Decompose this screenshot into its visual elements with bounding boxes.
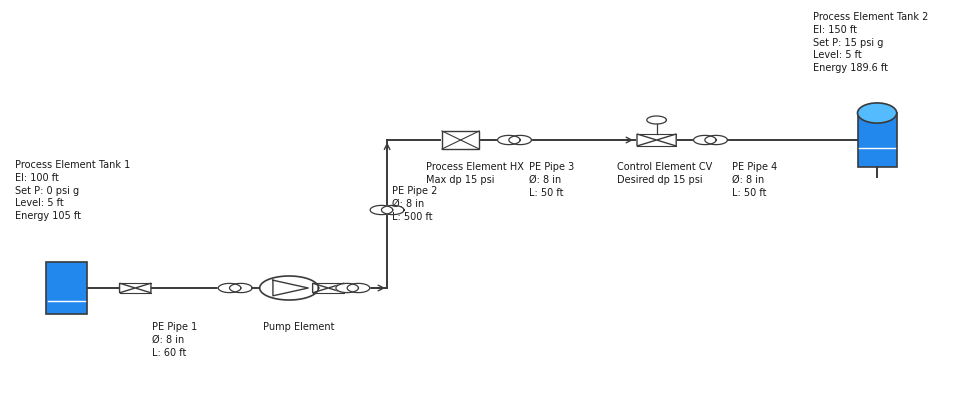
Bar <box>442 131 479 149</box>
Text: Process Element Tank 1
El: 100 ft
Set P: 0 psi g
Level: 5 ft
Energy 105 ft: Process Element Tank 1 El: 100 ft Set P:… <box>15 160 130 221</box>
Text: PE Pipe 4
Ø: 8 in
L: 50 ft: PE Pipe 4 Ø: 8 in L: 50 ft <box>732 162 777 198</box>
Text: Process Element Tank 2
El: 150 ft
Set P: 15 psi g
Level: 5 ft
Energy 189.6 ft: Process Element Tank 2 El: 150 ft Set P:… <box>813 12 929 73</box>
Polygon shape <box>229 283 252 293</box>
Polygon shape <box>135 283 151 293</box>
Polygon shape <box>328 283 344 293</box>
Text: PE Pipe 2
Ø: 8 in
L: 500 ft: PE Pipe 2 Ø: 8 in L: 500 ft <box>392 186 437 222</box>
Text: Control Element CV
Desired dp 15 psi: Control Element CV Desired dp 15 psi <box>617 162 712 185</box>
Polygon shape <box>705 135 727 145</box>
Polygon shape <box>647 116 666 124</box>
Bar <box>858 113 897 167</box>
Polygon shape <box>657 134 676 146</box>
Polygon shape <box>637 134 657 146</box>
Text: PE Pipe 1
Ø: 8 in
L: 60 ft: PE Pipe 1 Ø: 8 in L: 60 ft <box>152 322 197 358</box>
Polygon shape <box>347 283 369 293</box>
Text: PE Pipe 3
Ø: 8 in
L: 50 ft: PE Pipe 3 Ø: 8 in L: 50 ft <box>529 162 574 198</box>
Bar <box>46 262 87 314</box>
Ellipse shape <box>858 103 897 123</box>
Polygon shape <box>509 135 531 145</box>
Polygon shape <box>260 276 318 300</box>
Polygon shape <box>219 283 241 293</box>
Polygon shape <box>336 283 359 293</box>
Polygon shape <box>694 135 716 145</box>
Polygon shape <box>498 135 520 145</box>
Text: Process Element HX
Max dp 15 psi: Process Element HX Max dp 15 psi <box>426 162 524 185</box>
Polygon shape <box>370 205 393 215</box>
Text: Pump Element: Pump Element <box>263 322 334 332</box>
Polygon shape <box>120 283 135 293</box>
Polygon shape <box>381 205 404 215</box>
Polygon shape <box>313 283 328 293</box>
